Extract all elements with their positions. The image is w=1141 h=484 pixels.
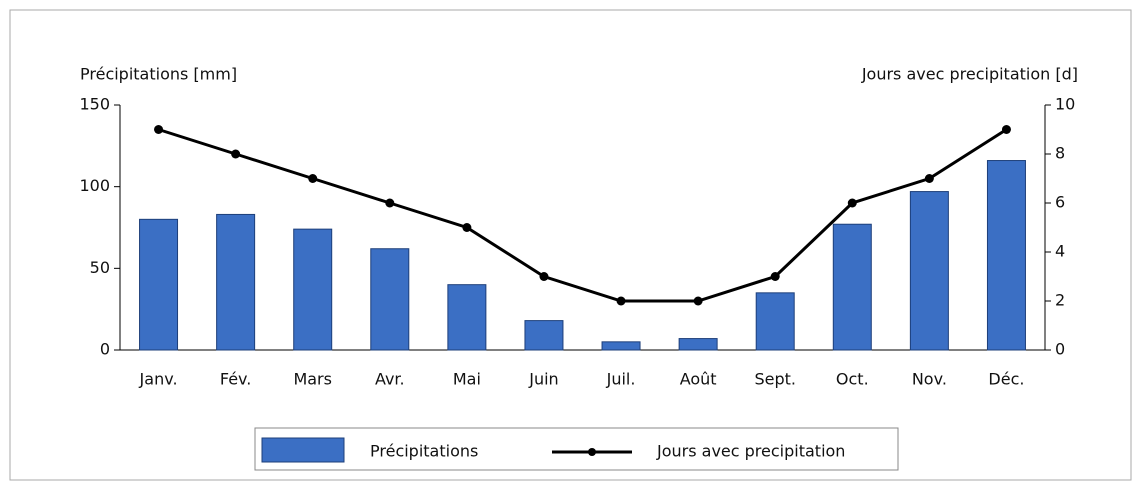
y-tick-label: 0 — [100, 340, 110, 359]
legend-label: Précipitations — [370, 442, 478, 461]
legend-swatch — [261, 437, 345, 463]
point — [616, 296, 626, 306]
point — [1001, 125, 1011, 134]
bar — [139, 218, 179, 351]
bar — [909, 191, 949, 351]
point — [154, 125, 164, 134]
y2-tick-label: 0 — [1055, 340, 1065, 359]
bar — [370, 248, 410, 351]
y2-tick-label: 8 — [1055, 144, 1065, 163]
point — [693, 296, 703, 306]
x-tick-label: Juin — [528, 370, 558, 389]
point — [385, 198, 395, 208]
legend — [254, 427, 899, 471]
y-axis-label: Précipitations [mm] — [80, 65, 237, 84]
bar — [216, 213, 256, 351]
x-tick-label: Mars — [293, 370, 332, 389]
y2-tick-label: 2 — [1055, 291, 1065, 310]
y2-tick-label: 6 — [1055, 193, 1065, 212]
point — [770, 272, 780, 281]
y2-tick-label: 4 — [1055, 242, 1065, 261]
x-tick-label: Déc. — [988, 370, 1024, 389]
y-tick-label: 100 — [79, 176, 110, 195]
point — [847, 198, 857, 208]
y-tick-label: 50 — [90, 258, 110, 277]
line — [158, 128, 1008, 303]
bar — [293, 228, 333, 351]
bar — [447, 284, 487, 351]
x-tick-label: Fév. — [220, 370, 251, 389]
x-tick-label: Avr. — [375, 370, 405, 389]
bar — [601, 341, 641, 351]
x-tick-label: Août — [680, 370, 717, 389]
bar — [755, 292, 795, 351]
legend-label: Jours avec precipitation — [656, 442, 845, 461]
x-tick-label: Mai — [453, 370, 481, 389]
legend-marker — [588, 448, 596, 456]
x-tick-label: Nov. — [912, 370, 947, 389]
point — [462, 223, 472, 232]
x-tick-label: Sept. — [754, 370, 796, 389]
bar — [986, 160, 1026, 351]
y-tick-label: 150 — [79, 95, 110, 114]
bar — [832, 223, 872, 351]
bar — [524, 320, 564, 351]
x-tick-label: Juil. — [606, 370, 636, 389]
point — [539, 272, 549, 281]
point — [231, 149, 241, 159]
y2-axis-label: Jours avec precipitation [d] — [861, 65, 1078, 84]
bar — [678, 338, 718, 351]
frame — [9, 9, 1132, 481]
point — [924, 174, 934, 183]
x-tick-label: Janv. — [139, 370, 178, 389]
point — [308, 174, 318, 183]
y2-tick-label: 10 — [1055, 95, 1075, 114]
x-tick-label: Oct. — [836, 370, 869, 389]
